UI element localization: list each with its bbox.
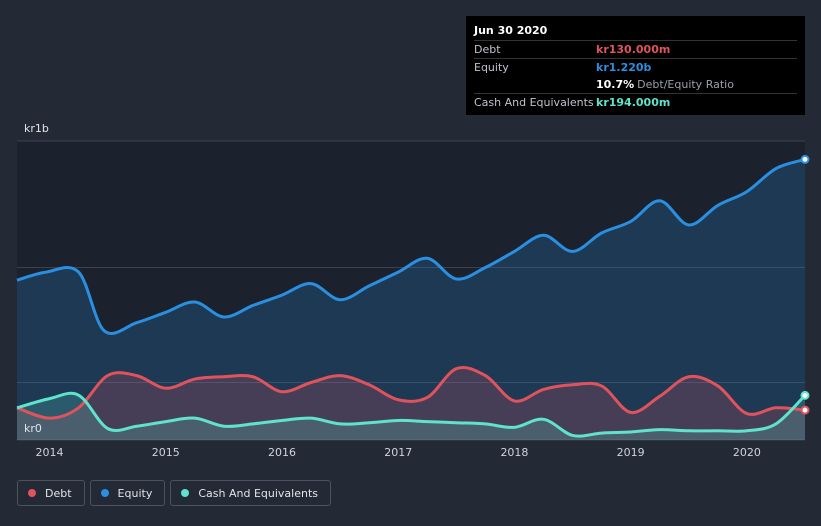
x-tick-label: 2019 xyxy=(616,446,645,459)
x-tick-label: 2015 xyxy=(151,446,180,459)
series-lines xyxy=(16,157,807,438)
tooltip-debt-label: Debt xyxy=(474,43,501,56)
data-tooltip: Jun 30 2020 Debt kr130.000m Equity kr1.2… xyxy=(466,16,805,115)
tooltip-date: Jun 30 2020 xyxy=(474,24,548,37)
cash-dot-icon xyxy=(181,489,190,497)
tooltip-cash-value: kr194.000m xyxy=(596,96,671,109)
plot-area xyxy=(17,141,805,440)
cash-and-equivalents-area xyxy=(17,393,805,440)
debt-area xyxy=(17,367,805,440)
equity-dot-icon xyxy=(100,489,109,497)
legend-item-debt[interactable]: Debt xyxy=(17,480,85,506)
tooltip-row-equity: Equity kr1.220b xyxy=(474,58,797,76)
x-tick-label: 2020 xyxy=(732,446,761,459)
legend-label-equity: Equity xyxy=(117,486,153,500)
equity-endpoint xyxy=(800,154,810,164)
y-label-top: kr1b xyxy=(24,122,49,135)
tooltip-equity-label: Equity xyxy=(474,61,509,74)
equity-area xyxy=(17,159,805,440)
tooltip-equity-value: kr1.220b xyxy=(596,61,652,74)
x-tick-label: 2018 xyxy=(500,446,529,459)
x-tick-label: 2017 xyxy=(384,446,413,459)
series-areas xyxy=(17,159,805,440)
tooltip-debt-value: kr130.000m xyxy=(596,43,671,56)
legend-label-debt: Debt xyxy=(45,486,72,500)
tooltip-cash-label: Cash And Equivalents xyxy=(474,96,594,109)
debt-line xyxy=(16,365,806,420)
debt-dot-icon xyxy=(28,489,36,497)
tooltip-row-ratio: 10.7% Debt/Equity Ratio xyxy=(474,76,797,93)
tooltip-ratio-label: Debt/Equity Ratio xyxy=(637,78,734,91)
debt-endpoint xyxy=(800,405,810,415)
cash-and-equivalents-line xyxy=(16,391,807,438)
series-endpoints xyxy=(800,154,810,415)
cash-and-equivalents-endpoint xyxy=(800,390,810,400)
x-tick-label: 2016 xyxy=(267,446,296,459)
y-label-bottom: kr0 xyxy=(24,422,42,435)
legend-item-cash[interactable]: Cash And Equivalents xyxy=(170,480,331,506)
x-tick-label: 2014 xyxy=(35,446,64,459)
tooltip-row-cash: Cash And Equivalents kr194.000m xyxy=(474,93,797,111)
equity-line xyxy=(16,157,806,335)
tooltip-row-debt: Debt kr130.000m xyxy=(474,40,797,58)
tooltip-ratio-value: 10.7% xyxy=(596,78,635,91)
legend-item-equity[interactable]: Equity xyxy=(89,480,166,506)
legend-label-cash: Cash And Equivalents xyxy=(198,486,318,500)
chart-legend: Debt Equity Cash And Equivalents xyxy=(17,480,331,506)
